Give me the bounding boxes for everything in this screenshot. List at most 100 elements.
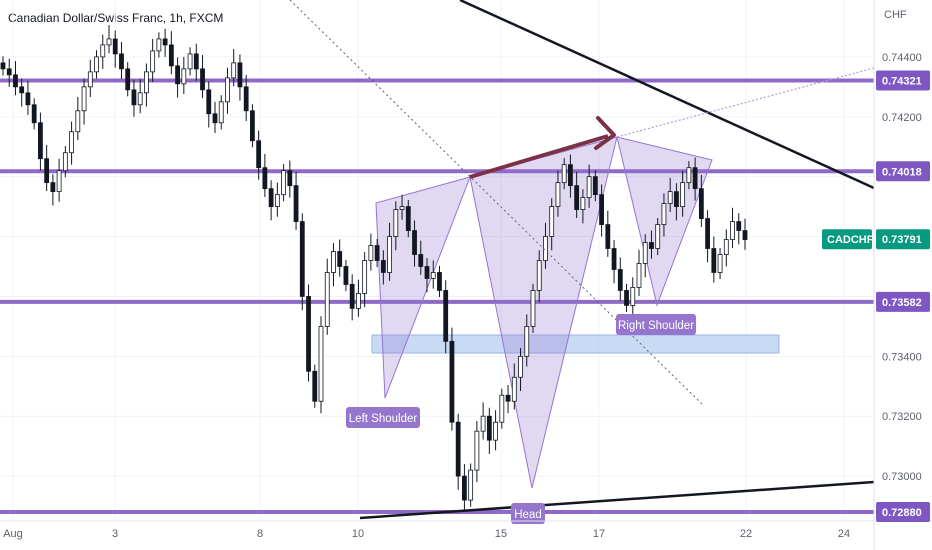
candle — [75, 97, 81, 141]
level-price-tag-text: 0.74018 — [882, 166, 922, 178]
rising-trendline[interactable] — [359, 480, 875, 520]
candle-body — [580, 197, 586, 210]
candle — [667, 177, 673, 212]
candle-body — [717, 254, 723, 273]
candle — [19, 78, 25, 107]
candle-body — [50, 182, 56, 193]
candle — [318, 316, 324, 414]
level-price-tag: 0.74321 — [876, 70, 930, 91]
candle-body — [31, 104, 37, 124]
candle — [256, 130, 262, 180]
candle — [324, 258, 330, 335]
candle — [119, 41, 124, 80]
candle — [424, 258, 430, 293]
candle — [592, 170, 598, 202]
candle-body — [106, 38, 112, 46]
candle — [274, 182, 280, 217]
candle — [399, 194, 405, 220]
candle-body — [144, 71, 149, 94]
x-tick-label: 17 — [593, 528, 605, 540]
level-price-tag: 0.74018 — [876, 161, 930, 182]
candle — [692, 157, 698, 201]
candle — [6, 58, 12, 87]
left-shoulder-annotation[interactable]: Left Shoulder — [346, 407, 420, 428]
candle-body — [705, 218, 710, 249]
candle — [742, 218, 748, 250]
candle-body — [405, 206, 411, 231]
candle — [493, 410, 498, 451]
candle-body — [586, 176, 592, 199]
candle — [44, 144, 50, 192]
candle — [468, 463, 474, 507]
candle-body — [212, 113, 218, 124]
candle — [524, 314, 530, 367]
symbol-tag-bg — [822, 229, 872, 250]
candle-body — [617, 269, 623, 291]
candle — [574, 171, 580, 218]
candle — [536, 250, 542, 303]
y-tick-label: 0.73200 — [882, 411, 922, 423]
candle-body — [418, 254, 424, 267]
price-axis[interactable]: 0.744000.742000.740000.738000.736000.734… — [882, 52, 922, 483]
x-tick-label: 24 — [838, 528, 850, 540]
candle — [555, 170, 561, 217]
candle-body — [387, 236, 392, 273]
candle-body — [686, 167, 692, 184]
right-shoulder-annotation[interactable]: Right Shoulder — [616, 314, 696, 335]
candle — [561, 158, 567, 190]
candle-body — [642, 242, 648, 264]
candle-body — [393, 209, 399, 237]
candle-body — [674, 191, 679, 208]
candle-body — [561, 164, 567, 184]
candle-body — [524, 325, 530, 357]
current-price-tag: CADCHF 0.73791 — [822, 229, 930, 250]
candle-body — [399, 206, 405, 210]
candle — [31, 98, 37, 130]
candle — [698, 174, 704, 227]
candle — [499, 388, 505, 429]
candle — [674, 183, 679, 221]
candle — [287, 160, 293, 198]
candle-body — [449, 340, 455, 423]
candle — [530, 283, 536, 333]
candle — [137, 79, 143, 114]
candle — [181, 56, 187, 95]
candle-body — [0, 62, 6, 70]
candle — [605, 210, 611, 257]
candle — [480, 402, 486, 440]
grid — [0, 0, 874, 521]
dotted-diagonal-line[interactable] — [289, 0, 703, 405]
neckline-projection-dotted[interactable] — [616, 67, 875, 138]
candle — [636, 249, 642, 296]
candle-body — [462, 475, 467, 501]
candle-body — [368, 245, 374, 261]
candle — [56, 158, 62, 202]
candle-body — [125, 68, 131, 91]
candle-body — [630, 287, 636, 306]
candle-body — [511, 376, 517, 402]
candle — [168, 31, 174, 75]
candle-body — [318, 325, 324, 402]
neckline-arrow[interactable] — [469, 134, 609, 179]
head-annotation[interactable]: Head — [511, 503, 545, 524]
candle — [649, 230, 654, 259]
candle-body — [362, 260, 368, 294]
candle — [175, 57, 180, 98]
candle-body — [218, 101, 224, 124]
candle-body — [455, 421, 461, 477]
candle — [87, 59, 93, 98]
time-axis[interactable]: Aug 3 8 10 15 17 22 24 — [3, 528, 850, 540]
candle — [156, 32, 162, 58]
candle-body — [87, 71, 93, 88]
candle — [437, 265, 442, 298]
candle — [549, 198, 555, 251]
candle-body — [430, 272, 436, 279]
candle-body — [162, 38, 168, 46]
candle — [306, 284, 311, 382]
candle-body — [711, 248, 717, 273]
candle — [13, 61, 18, 96]
candle-body — [680, 182, 686, 208]
descending-trendline[interactable] — [459, 0, 875, 190]
candle — [568, 154, 573, 198]
